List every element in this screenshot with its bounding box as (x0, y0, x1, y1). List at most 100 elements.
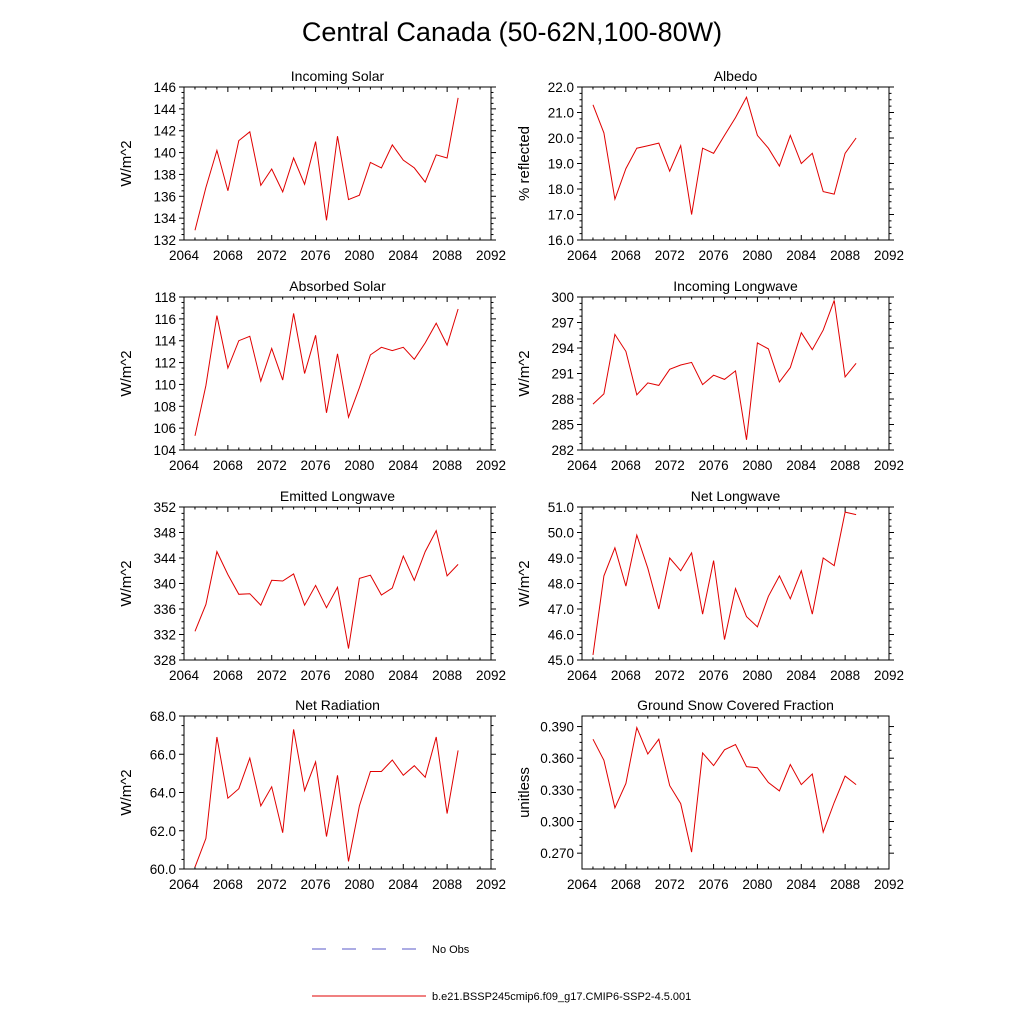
panel-title: Net Longwave (691, 488, 781, 504)
x-tick-label: 2068 (213, 248, 243, 263)
y-tick-label: 21.0 (548, 106, 574, 121)
legend-obs-label: No Obs (432, 944, 470, 956)
x-tick-label: 2076 (301, 248, 331, 263)
x-tick-label: 2068 (611, 668, 641, 683)
x-tick-label: 2088 (830, 668, 860, 683)
x-tick-label: 2064 (169, 668, 200, 683)
y-tick-label: 297 (551, 316, 574, 331)
x-tick-label: 2076 (699, 668, 729, 683)
y-tick-label: 116 (154, 312, 176, 327)
x-tick-label: 2068 (611, 458, 641, 473)
x-tick-label: 2064 (169, 877, 200, 892)
y-tick-label: 336 (153, 602, 176, 617)
panel-title: Albedo (714, 68, 758, 84)
y-tick-label: 0.270 (540, 846, 574, 861)
legend: No Obs b.e21.BSSP245cmip6.f09_g17.CMIP6-… (312, 944, 691, 1003)
x-tick-label: 2092 (476, 248, 506, 263)
y-tick-label: 19.0 (548, 157, 574, 172)
chart-panel: Ground Snow Covered Fraction 2064 2068 2072… (516, 697, 904, 892)
panel-title: Net Radiation (295, 697, 380, 713)
series-line (194, 529, 459, 649)
y-tick-label: 51.0 (548, 500, 574, 515)
x-tick-label: 2072 (655, 877, 685, 892)
x-tick-label: 2076 (301, 458, 331, 473)
chart-panels: Incoming Solar 2064 2068 2072 2076 2080 2084 20… (118, 68, 904, 892)
y-axis-label: W/m^2 (118, 140, 135, 186)
y-tick-label: 0.300 (540, 815, 574, 830)
y-tick-label: 328 (153, 653, 176, 668)
y-tick-label: 22.0 (548, 80, 574, 95)
x-tick-label: 2076 (699, 877, 729, 892)
x-tick-label: 2084 (388, 458, 419, 473)
chart-panel: Absorbed Solar 2064 2068 2072 2076 2080 2084 20… (118, 278, 506, 473)
x-tick-label: 2084 (388, 248, 419, 263)
x-tick-label: 2064 (567, 668, 598, 683)
x-tick-label: 2088 (432, 877, 462, 892)
x-tick-label: 2092 (874, 668, 904, 683)
plot-frame (183, 715, 492, 870)
x-tick-label: 2080 (742, 248, 772, 263)
x-tick-label: 2072 (655, 248, 685, 263)
y-tick-label: 108 (153, 399, 176, 414)
y-tick-label: 348 (153, 526, 176, 541)
y-tick-label: 136 (153, 189, 176, 204)
y-tick-label: 60.0 (150, 862, 176, 877)
y-tick-label: 138 (153, 167, 176, 182)
x-tick-label: 2084 (786, 248, 817, 263)
chart-panel: Albedo 2064 2068 2072 2076 2080 2084 2088 2092 16… (516, 68, 904, 263)
x-tick-label: 2072 (655, 458, 685, 473)
x-tick-label: 2088 (432, 248, 462, 263)
x-tick-label: 2092 (476, 877, 506, 892)
y-tick-label: 110 (154, 377, 176, 392)
y-axis-label: W/m^2 (118, 560, 135, 606)
x-tick-label: 2080 (742, 458, 772, 473)
x-tick-label: 2064 (567, 458, 598, 473)
panel-title: Incoming Solar (291, 68, 385, 84)
x-tick-label: 2068 (611, 877, 641, 892)
y-tick-label: 16.0 (548, 233, 574, 248)
series-line (194, 729, 459, 868)
x-tick-label: 2068 (213, 458, 243, 473)
y-tick-label: 332 (153, 628, 176, 643)
chart-panel: Emitted Longwave 2064 2068 2072 2076 2080 2084… (118, 488, 506, 683)
y-tick-label: 344 (153, 551, 176, 566)
y-tick-label: 146 (153, 80, 176, 95)
y-tick-label: 132 (153, 233, 176, 248)
chart-panel: Net Longwave 2064 2068 2072 2076 2080 2084 2088… (516, 488, 904, 683)
y-tick-label: 144 (153, 102, 176, 117)
y-tick-label: 49.0 (548, 551, 574, 566)
y-tick-label: 20.0 (548, 131, 574, 146)
x-tick-label: 2080 (742, 877, 772, 892)
y-tick-label: 282 (551, 443, 574, 458)
y-axis-label: W/m^2 (516, 350, 533, 396)
x-tick-label: 2072 (257, 668, 287, 683)
plot-frame (183, 296, 492, 451)
x-tick-label: 2092 (874, 458, 904, 473)
y-axis-label: W/m^2 (516, 560, 533, 606)
series-line (592, 725, 857, 853)
y-tick-label: 46.0 (548, 628, 574, 643)
y-tick-label: 17.0 (548, 208, 574, 223)
figure-title: Central Canada (50-62N,100-80W) (302, 17, 722, 47)
x-tick-label: 2088 (830, 877, 860, 892)
x-tick-label: 2092 (476, 668, 506, 683)
y-axis-label: % reflected (516, 126, 533, 201)
x-tick-label: 2084 (786, 458, 817, 473)
x-tick-label: 2092 (874, 877, 904, 892)
y-tick-label: 0.360 (540, 751, 574, 766)
series-line (194, 97, 459, 231)
x-tick-label: 2076 (699, 248, 729, 263)
y-tick-label: 140 (153, 146, 176, 161)
x-tick-label: 2064 (567, 248, 598, 263)
plot-frame (183, 506, 492, 661)
y-tick-label: 50.0 (548, 526, 574, 541)
y-tick-label: 352 (153, 500, 176, 515)
y-tick-label: 0.330 (540, 783, 574, 798)
x-tick-label: 2084 (786, 668, 817, 683)
y-tick-label: 340 (153, 577, 176, 592)
x-tick-label: 2068 (213, 877, 243, 892)
plot-frame (183, 86, 492, 241)
x-tick-label: 2072 (655, 668, 685, 683)
chart-panel: Incoming Solar 2064 2068 2072 2076 2080 2084 20… (118, 68, 506, 263)
